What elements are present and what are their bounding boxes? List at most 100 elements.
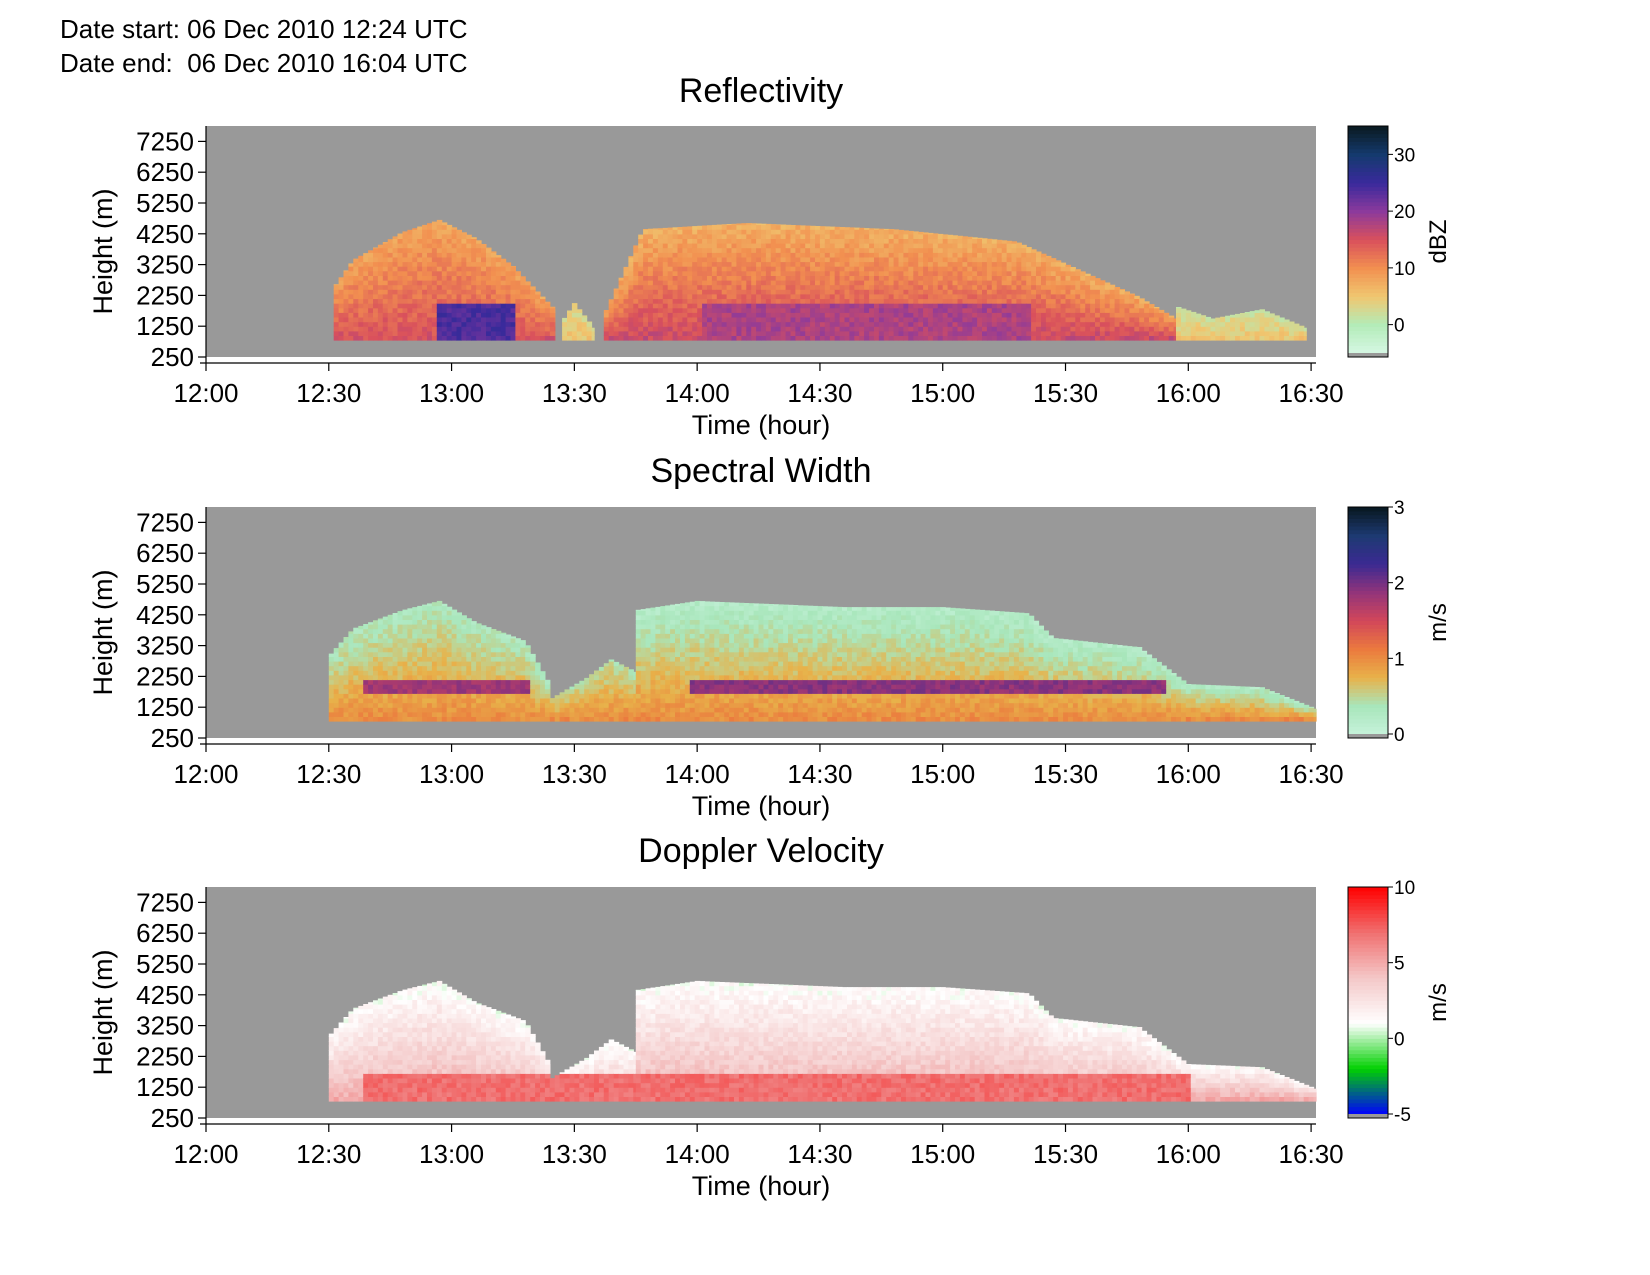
heatmap-cell [333, 326, 340, 332]
heatmap-cell [456, 335, 462, 341]
heatmap-cell [1011, 307, 1017, 313]
heatmap-cell [451, 256, 458, 263]
heatmap-cell [1036, 270, 1042, 276]
heatmap-cell [682, 270, 688, 276]
heatmap-cell [1006, 298, 1013, 304]
heatmap-cell [1041, 303, 1047, 309]
heatmap-cell [672, 289, 679, 295]
heatmap-cell [635, 637, 642, 644]
heatmap-cell [1036, 335, 1042, 341]
heatmap-cell [655, 679, 661, 685]
heatmap-cell [869, 238, 875, 244]
heatmap-cell [407, 243, 413, 249]
heatmap-cell [530, 702, 536, 708]
heatmap-cell [711, 335, 718, 341]
heatmap-cell [947, 293, 954, 300]
heatmap-cell [839, 284, 846, 290]
heatmap-cell [1249, 311, 1256, 313]
heatmap-cell [770, 298, 777, 304]
heatmap-cell [451, 293, 458, 300]
heatmap-cell [535, 312, 541, 318]
heatmap-cell [1153, 330, 1160, 336]
heatmap-cell [481, 716, 487, 722]
heatmap-cell [731, 312, 737, 318]
heatmap-cell [436, 679, 443, 685]
heatmap-cell [1075, 269, 1081, 272]
heatmap-cell [392, 624, 399, 630]
heatmap-cell [1021, 303, 1027, 309]
heatmap-cell [348, 289, 354, 295]
heatmap-cell [417, 229, 423, 235]
heatmap-cell [810, 330, 816, 336]
heatmap-cell [348, 716, 354, 722]
heatmap-cell [328, 698, 335, 704]
heatmap-cell [977, 312, 983, 318]
heatmap-cell [770, 243, 777, 249]
x-tick-label: 12:30 [296, 378, 361, 408]
heatmap-cell [667, 266, 674, 272]
heatmap-cell [1158, 317, 1165, 323]
colorbar-segment [1348, 247, 1388, 252]
heatmap-cell [697, 303, 703, 309]
heatmap-cell [869, 303, 875, 309]
heatmap-cell [589, 698, 595, 704]
heatmap-cell [476, 240, 482, 244]
heatmap-cell [878, 303, 885, 309]
heatmap-cell [746, 261, 752, 267]
heatmap-cell [844, 238, 850, 244]
heatmap-cell [633, 317, 639, 323]
heatmap-cell [972, 312, 978, 318]
heatmap-cell [515, 271, 521, 276]
colorbar-segment [1348, 220, 1388, 225]
heatmap-cell [402, 326, 408, 332]
heatmap-cell [576, 321, 583, 327]
heatmap-cell [431, 238, 438, 244]
heatmap-cell [422, 605, 428, 611]
heatmap-cell [387, 252, 394, 258]
heatmap-cell [525, 281, 531, 286]
heatmap-cell [878, 293, 885, 300]
heatmap-cell [1060, 321, 1067, 327]
heatmap-cell [594, 702, 600, 708]
heatmap-cell [431, 674, 438, 681]
heatmap-cell [387, 317, 394, 323]
heatmap-cell [373, 707, 379, 713]
heatmap-cell [908, 312, 914, 318]
heatmap-cell [402, 293, 408, 300]
heatmap-cell [466, 261, 472, 267]
heatmap-cell [446, 647, 453, 653]
heatmap-cell [633, 289, 639, 295]
heatmap-cell [422, 684, 428, 690]
heatmap-cell [648, 293, 654, 300]
heatmap-cell [839, 280, 846, 286]
heatmap-cell [436, 600, 443, 607]
heatmap-cell [957, 238, 963, 244]
heatmap-cell [540, 711, 546, 717]
heatmap-cell [741, 275, 747, 281]
heatmap-cell [333, 312, 340, 318]
heatmap-cell [377, 298, 384, 304]
heatmap-cell [471, 256, 477, 263]
heatmap-cell [387, 298, 394, 304]
heatmap-cell [431, 275, 438, 281]
heatmap-cell [1090, 335, 1096, 341]
heatmap-cell [682, 303, 688, 309]
heatmap-cell [790, 303, 796, 309]
heatmap-cell [962, 284, 968, 290]
heatmap-cell [456, 707, 462, 713]
heatmap-cell [486, 633, 492, 639]
heatmap-cell [1016, 256, 1022, 263]
heatmap-cell [657, 247, 664, 253]
heatmap-cell [476, 326, 482, 332]
heatmap-cell [456, 693, 462, 699]
heatmap-cell [500, 642, 507, 648]
heatmap-cell [1176, 307, 1182, 309]
heatmap-cell [471, 303, 477, 309]
heatmap-cell [446, 330, 453, 336]
heatmap-cell [667, 270, 674, 276]
heatmap-cell [486, 252, 492, 258]
heatmap-cell [697, 293, 703, 300]
heatmap-cell [520, 651, 526, 657]
heatmap-cell [780, 335, 787, 341]
heatmap-cell [407, 688, 413, 694]
